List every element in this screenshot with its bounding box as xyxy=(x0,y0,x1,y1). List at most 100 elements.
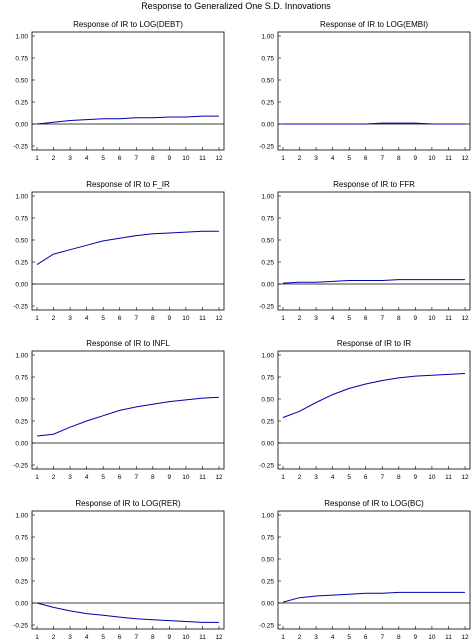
x-tick-label: 3 xyxy=(68,474,72,481)
x-tick-label: 1 xyxy=(35,315,39,322)
x-tick-label: 2 xyxy=(52,474,56,481)
x-tick-label: 4 xyxy=(331,315,335,322)
irf-panel-3: Response of IR to F_IR 1.00 0.75 0.50 0.25 0.… xyxy=(13,180,225,322)
x-tick-label: 11 xyxy=(199,155,206,162)
y-tick-label: -0.25 xyxy=(259,463,274,470)
y-tick-label: 0.00 xyxy=(261,282,274,289)
x-tick-label: 10 xyxy=(182,634,190,641)
x-tick-label: 1 xyxy=(281,155,285,162)
x-tick-label: 4 xyxy=(331,634,335,641)
figure-title: Response to Generalized One S.D. Innovat… xyxy=(141,1,331,11)
x-tick-label: 10 xyxy=(182,155,190,162)
y-tick-label: 0.50 xyxy=(261,78,274,85)
x-tick-label: 12 xyxy=(461,634,469,641)
x-tick-label: 3 xyxy=(314,315,318,322)
x-tick-label: 7 xyxy=(134,155,138,162)
x-tick-label: 12 xyxy=(215,634,223,641)
y-tick-label: -0.25 xyxy=(259,623,274,630)
x-tick-label: 12 xyxy=(215,315,223,322)
response-line xyxy=(282,591,465,603)
panel-title: Response of IR to LOG(RER) xyxy=(75,499,181,508)
plot-frame xyxy=(277,510,471,630)
y-tick-label: 1.00 xyxy=(261,513,274,520)
y-tick-label: 0.50 xyxy=(15,397,28,404)
x-tick-label: 5 xyxy=(347,474,351,481)
y-tick-label: -0.25 xyxy=(259,144,274,151)
x-tick-label: 3 xyxy=(314,474,318,481)
plot-frame xyxy=(277,31,471,151)
x-tick-label: 8 xyxy=(151,315,155,322)
x-tick-label: 9 xyxy=(414,315,418,322)
panel-title: Response of IR to F_IR xyxy=(86,180,170,189)
x-tick-label: 1 xyxy=(35,155,39,162)
y-tick-label: 0.25 xyxy=(261,100,274,107)
x-tick-label: 7 xyxy=(380,315,384,322)
plot-frame xyxy=(277,350,471,470)
y-tick-label: 0.75 xyxy=(261,216,274,223)
x-tick-label: 10 xyxy=(428,634,436,641)
x-tick-label: 11 xyxy=(199,634,206,641)
y-tick-label: 0.25 xyxy=(261,579,274,586)
y-tick-label: 0.75 xyxy=(15,535,28,542)
x-tick-label: 10 xyxy=(182,474,190,481)
x-tick-label: 12 xyxy=(215,155,223,162)
y-tick-label: 0.25 xyxy=(261,260,274,267)
x-tick-label: 2 xyxy=(298,474,302,481)
plot-frame xyxy=(31,350,225,470)
x-tick-label: 8 xyxy=(397,474,401,481)
x-tick-label: 12 xyxy=(461,155,469,162)
x-tick-label: 10 xyxy=(428,474,436,481)
x-tick-label: 6 xyxy=(364,634,368,641)
y-tick-label: 0.00 xyxy=(15,441,28,448)
y-tick-label: 0.00 xyxy=(15,122,28,129)
response-line xyxy=(282,279,465,284)
y-tick-label: 0.50 xyxy=(15,557,28,564)
response-line xyxy=(36,396,220,437)
x-tick-label: 4 xyxy=(331,474,335,481)
y-tick-label: 1.00 xyxy=(261,353,274,360)
x-tick-label: 8 xyxy=(151,634,155,641)
y-tick-label: 0.00 xyxy=(261,601,274,608)
plot-frame xyxy=(31,191,225,311)
y-tick-label: -0.25 xyxy=(13,304,28,311)
x-tick-label: 11 xyxy=(445,474,452,481)
x-tick-label: 3 xyxy=(68,315,72,322)
x-tick-label: 9 xyxy=(414,634,418,641)
y-tick-label: 0.00 xyxy=(261,122,274,129)
x-tick-label: 5 xyxy=(101,474,105,481)
y-tick-label: 0.25 xyxy=(261,419,274,426)
y-tick-label: 1.00 xyxy=(261,34,274,41)
irf-panel-5: Response of IR to INFL 1.00 0.75 0.50 0.25 0.… xyxy=(13,339,225,481)
y-tick-label: -0.25 xyxy=(13,463,28,470)
x-tick-label: 12 xyxy=(215,474,223,481)
y-tick-label: 1.00 xyxy=(15,194,28,201)
x-tick-label: 10 xyxy=(428,155,436,162)
plot-frame xyxy=(31,510,225,630)
x-tick-label: 8 xyxy=(397,315,401,322)
response-line xyxy=(282,373,466,418)
x-tick-label: 1 xyxy=(281,634,285,641)
x-tick-label: 8 xyxy=(151,155,155,162)
x-tick-label: 3 xyxy=(314,155,318,162)
x-tick-label: 5 xyxy=(347,155,351,162)
y-tick-label: 0.75 xyxy=(261,56,274,63)
x-tick-label: 6 xyxy=(118,474,122,481)
x-tick-label: 3 xyxy=(68,634,72,641)
y-tick-label: 0.50 xyxy=(261,397,274,404)
x-tick-label: 3 xyxy=(314,634,318,641)
x-tick-label: 8 xyxy=(151,474,155,481)
response-line xyxy=(36,602,219,623)
y-tick-label: 0.50 xyxy=(261,238,274,245)
panel-title: Response of IR to IR xyxy=(337,339,411,348)
y-tick-label: 1.00 xyxy=(15,353,28,360)
y-tick-label: 0.00 xyxy=(15,601,28,608)
x-tick-label: 6 xyxy=(364,155,368,162)
x-tick-label: 5 xyxy=(347,315,351,322)
y-tick-label: 0.75 xyxy=(15,375,28,382)
x-tick-label: 9 xyxy=(168,155,172,162)
x-tick-label: 8 xyxy=(397,634,401,641)
x-tick-label: 11 xyxy=(199,315,206,322)
y-tick-label: 0.00 xyxy=(261,441,274,448)
panel-title: Response of IR to FFR xyxy=(333,180,415,189)
